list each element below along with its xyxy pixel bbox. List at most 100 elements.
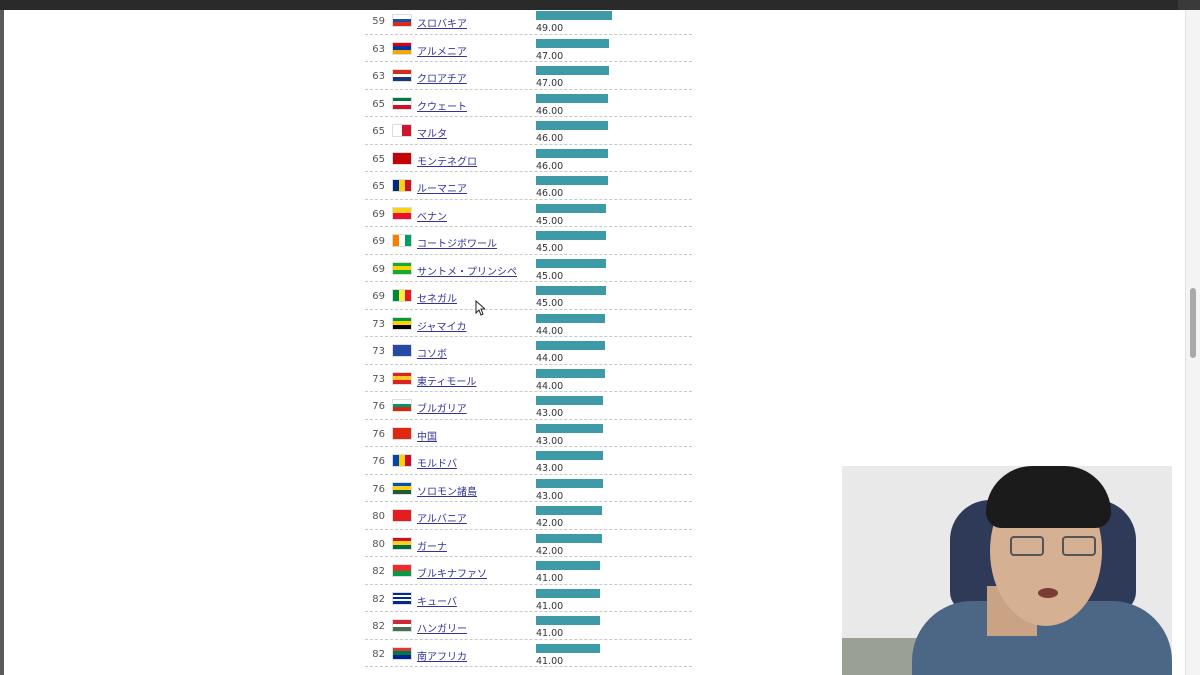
table-row: 65 モンテネグロ 46.00	[365, 145, 692, 172]
rank-cell: 82	[372, 593, 385, 605]
table-row: 82 ブルキナファソ 41.00	[365, 557, 692, 585]
score-value: 43.00	[536, 435, 564, 447]
country-link[interactable]: ブルガリア	[417, 404, 467, 415]
score-value: 41.00	[536, 600, 564, 612]
rank-cell: 76	[372, 428, 385, 440]
mouse-cursor-icon	[475, 300, 485, 316]
country-link[interactable]: ハンガリー	[417, 624, 467, 635]
table-row: 73 ジャマイカ 44.00	[365, 310, 692, 337]
table-row: 76 中国 43.00	[365, 420, 692, 447]
rank-cell: 65	[372, 98, 385, 110]
window-left-frame	[0, 10, 4, 675]
albania-flag-icon	[392, 509, 412, 522]
country-link[interactable]: クウェート	[417, 101, 467, 113]
table-row: 69 コートジボワール 45.00	[365, 227, 692, 255]
rank-cell: 73	[372, 373, 385, 385]
rank-cell: 82	[372, 566, 385, 577]
hungary-flag-icon	[392, 619, 412, 632]
country-link[interactable]: スロバキア	[417, 19, 467, 30]
score-value: 41.00	[536, 655, 564, 667]
rank-cell: 69	[372, 208, 385, 220]
score-value: 45.00	[536, 298, 564, 309]
country-link[interactable]: モンテネグロ	[417, 156, 477, 168]
score-bar	[536, 313, 605, 323]
window-top-bar	[0, 0, 1200, 10]
score-value: 44.00	[536, 380, 564, 392]
country-link[interactable]: 中国	[417, 431, 437, 443]
table-row: 69 セネガル 45.00	[365, 282, 692, 310]
country-link[interactable]: ベナン	[417, 211, 447, 223]
score-value: 46.00	[536, 188, 564, 199]
malta-flag-icon	[392, 124, 412, 137]
vertical-scrollbar[interactable]	[1185, 10, 1200, 675]
country-link[interactable]: モルドバ	[417, 459, 457, 470]
rank-cell: 76	[372, 483, 385, 495]
score-value: 45.00	[536, 270, 564, 282]
score-value: 42.00	[536, 518, 564, 529]
rank-cell: 80	[372, 511, 385, 522]
score-bar	[536, 616, 600, 625]
country-link[interactable]: セネガル	[417, 294, 457, 305]
table-row: 76 モルドバ 43.00	[365, 447, 692, 475]
rank-cell: 80	[372, 538, 385, 550]
moldova-flag-icon	[392, 454, 412, 467]
senegal-flag-icon	[392, 289, 412, 302]
kosovo-flag-icon	[392, 344, 412, 357]
country-link[interactable]: 東ティモール	[417, 376, 477, 388]
country-link[interactable]: アルバニア	[417, 514, 467, 525]
score-bar	[536, 148, 608, 158]
rank-cell: 65	[372, 181, 385, 192]
rank-cell: 63	[372, 71, 385, 82]
score-value: 44.00	[536, 353, 564, 364]
table-row: 73 東ティモール 44.00	[365, 365, 692, 392]
score-value: 43.00	[536, 463, 564, 474]
country-link[interactable]: ソロモン諸島	[417, 486, 477, 498]
rank-cell: 76	[372, 401, 385, 412]
score-bar	[536, 451, 604, 460]
country-link[interactable]: サントメ・プリンシペ	[417, 266, 517, 278]
score-value: 44.00	[536, 325, 564, 337]
country-link[interactable]: ガーナ	[417, 541, 447, 553]
country-link[interactable]: ブルキナファソ	[417, 569, 487, 580]
slovakia-flag-icon	[392, 14, 412, 27]
score-value: 47.00	[536, 50, 564, 62]
country-link[interactable]: コソボ	[417, 349, 447, 360]
country-link[interactable]: クロアチア	[417, 74, 467, 85]
score-bar	[536, 368, 605, 378]
rank-cell: 73	[372, 346, 385, 357]
country-link[interactable]: コートジボワール	[417, 239, 497, 250]
table-row: 82 ハンガリー 41.00	[365, 612, 692, 640]
score-bar	[536, 341, 605, 350]
score-value: 46.00	[536, 105, 564, 117]
table-row: 80 アルバニア 42.00	[365, 502, 692, 530]
table-row: 65 クウェート 46.00	[365, 90, 692, 117]
score-bar	[536, 203, 607, 213]
score-value: 45.00	[536, 243, 564, 254]
country-link[interactable]: キューバ	[417, 596, 457, 608]
table-row: 65 ルーマニア 46.00	[365, 172, 692, 200]
china-flag-icon	[392, 426, 412, 440]
score-bar	[536, 93, 608, 103]
score-bar	[536, 478, 604, 488]
country-link[interactable]: アルメニア	[417, 46, 467, 58]
score-value: 43.00	[536, 490, 564, 502]
rank-cell: 82	[372, 621, 385, 632]
ghana-flag-icon	[392, 536, 412, 550]
country-link[interactable]: マルタ	[417, 129, 447, 140]
country-link[interactable]: ジャマイカ	[417, 321, 467, 333]
score-value: 49.00	[536, 23, 564, 34]
country-link[interactable]: 南アフリカ	[417, 651, 467, 663]
webcam-person-glasses	[1010, 536, 1102, 560]
scrollbar-thumb[interactable]	[1190, 288, 1196, 358]
score-value: 42.00	[536, 545, 564, 557]
score-bar	[536, 396, 604, 405]
rank-cell: 73	[372, 318, 385, 330]
window-top-bar-edge	[1178, 0, 1200, 10]
romania-flag-icon	[392, 179, 412, 192]
sao-tome-flag-icon	[392, 261, 412, 275]
country-link[interactable]: ルーマニア	[417, 184, 467, 195]
rank-cell: 65	[372, 126, 385, 137]
rank-cell: 63	[372, 43, 385, 55]
score-bar	[536, 176, 608, 185]
table-row: 59 スロバキア 49.00	[365, 7, 692, 35]
